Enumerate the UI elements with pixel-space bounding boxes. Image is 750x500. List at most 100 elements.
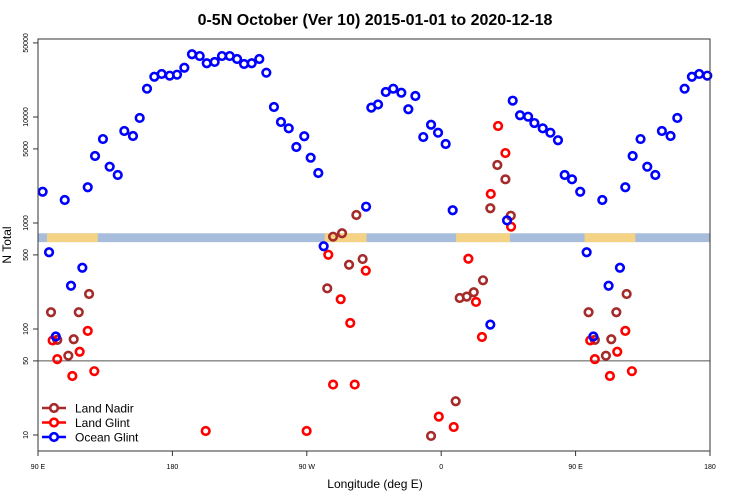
data-point [77,262,88,273]
land-ocean-strip [38,233,710,243]
x-tick-label: 180 [167,464,179,471]
data-point [67,370,78,382]
data-point [89,366,100,377]
y-tick-label: 50000 [23,33,30,53]
data-point [65,280,77,291]
data-point [600,350,612,361]
data-point [318,241,329,252]
data-point [201,58,212,69]
data-point [89,150,101,162]
data-point [59,194,70,206]
data-point [254,53,265,65]
ocean-strip [38,233,710,243]
data-point [545,127,556,138]
chart-title: 0-5N October (Ver 10) 2015-01-01 to 2020… [198,12,553,29]
data-point [327,231,339,242]
data-point [179,62,190,73]
data-point [425,430,437,442]
land-strip-segment [584,233,636,243]
data-point [476,331,488,343]
y-tick-label: 10000 [23,107,30,127]
x-axis-label: Longitude (deg E) [327,477,422,491]
data-points [37,49,713,442]
data-point [507,95,518,106]
land-strip-segment [456,233,510,243]
data-point [621,288,632,300]
data-point [500,147,511,159]
data-point [566,174,578,185]
data-point [50,331,61,342]
data-point [612,346,623,357]
data-point [485,188,496,200]
data-point [559,169,570,181]
data-point [216,50,228,62]
y-axis-label: N Total [0,226,14,263]
data-point [82,325,93,336]
land-strip-segment [324,233,367,243]
data-point [635,133,646,145]
data-point [581,247,592,258]
data-point [141,83,153,94]
data-point [194,50,205,62]
data-point [73,307,84,318]
y-tick-label: 50 [23,357,30,365]
data-point [485,319,496,330]
data-point [447,205,458,216]
data-point [575,186,586,197]
data-point [68,334,79,345]
data-point [461,291,472,302]
data-point [231,53,243,65]
data-point [396,87,407,98]
x-tick-label: 90 W [299,464,316,471]
x-tick-label: 0 [439,464,443,471]
legend-label: Land Glint [75,416,130,430]
data-point [322,283,333,294]
data-point [336,228,348,239]
data-point [275,116,287,128]
data-point [74,346,85,357]
data-point [246,58,257,69]
y-tick-label: 1000 [23,215,30,231]
data-point [97,133,109,145]
data-point [432,127,444,138]
series-land-glint [47,120,637,437]
y-tick-label: 10 [23,431,30,439]
series-ocean-glint [37,49,713,342]
x-tick-label: 90 E [568,464,583,471]
data-point [433,411,444,422]
data-point [627,150,638,162]
data-point [537,123,548,134]
x-axis: 90 E 180 90 W 0 90 E 180 [31,451,716,471]
data-point [313,167,324,179]
data-point [614,262,626,273]
y-tick-label: 5000 [23,141,30,157]
data-point [372,99,384,110]
data-point [335,294,346,305]
legend-label: Ocean Glint [75,431,139,445]
data-point [589,354,600,365]
data-point [388,83,399,94]
data-point [606,334,617,345]
legend-marker [48,417,60,428]
land-strip-segment [46,233,98,243]
data-point [403,104,414,115]
data-point [305,152,316,163]
data-point [52,354,63,365]
data-point [620,182,631,193]
data-point [583,307,594,318]
data-point [327,379,339,390]
data-point [552,135,564,146]
data-point [468,287,479,298]
data-point [200,425,211,437]
y-tick-label: 100 [23,323,30,335]
data-point [702,70,713,81]
data-point [349,379,360,390]
series-land-nadir [45,159,632,442]
data-point [171,69,183,80]
data-point [626,366,637,377]
data-point [283,123,294,134]
data-point [343,259,355,270]
y-axis: 10 50 100 500 1000 5000 10000 50000 [23,33,38,439]
data-point [597,194,608,206]
data-point [268,101,280,113]
